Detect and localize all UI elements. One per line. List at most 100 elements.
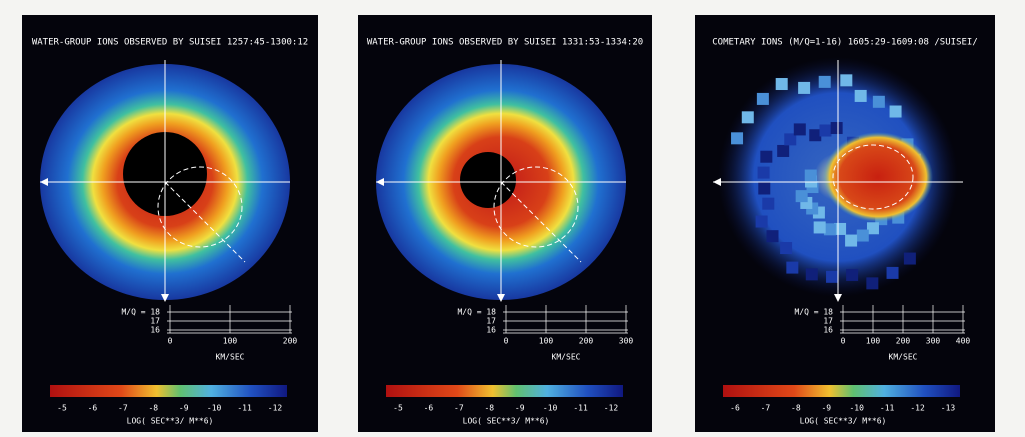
panel-title: WATER-GROUP IONS OBSERVED BY SUISEI 1331…	[367, 38, 643, 48]
data-cell	[805, 268, 818, 281]
colorbar-tick-label: -7	[118, 404, 128, 413]
mq-label: M/Q = 18	[794, 308, 833, 317]
speed-tick-label: 100	[866, 337, 881, 346]
data-cell	[826, 270, 839, 283]
arrow-left	[376, 178, 384, 186]
data-cell	[793, 123, 806, 136]
colorbar-tick-label: -8	[791, 404, 801, 413]
data-cell	[795, 190, 808, 203]
speed-tick-label: 0	[841, 337, 846, 346]
data-cell	[731, 132, 744, 145]
colorbar-label: LOG( SEC**3/ M**6)	[463, 417, 550, 426]
data-cell	[780, 242, 793, 255]
mq-label: M/Q = 18	[121, 308, 160, 317]
colorbar-tick-label: -7	[761, 404, 771, 413]
panel: COMETARY IONS (M/Q=1-16) 1605:29-1609:08…	[695, 15, 995, 432]
data-cell	[845, 234, 858, 247]
speed-tick-label: 100	[223, 337, 238, 346]
arrow-down	[497, 294, 505, 302]
data-cell	[786, 261, 799, 274]
speed-tick-label: 100	[539, 337, 554, 346]
colorbar-tick-label: -10	[543, 404, 558, 413]
speed-unit: KM/SEC	[216, 353, 245, 362]
data-cell	[798, 81, 811, 94]
data-cell	[762, 197, 775, 210]
colorbar-tick-label: -11	[573, 404, 588, 413]
data-cell	[777, 144, 790, 157]
arrow-left	[713, 178, 721, 186]
data-cell	[757, 166, 770, 179]
arrow-down	[834, 294, 842, 302]
data-cell	[830, 122, 843, 135]
speed-unit: KM/SEC	[552, 353, 581, 362]
data-cell	[784, 133, 797, 146]
colorbar-tick-label: -9	[821, 404, 831, 413]
arrow-left	[40, 178, 48, 186]
axis-diag	[164, 181, 246, 263]
colorbar-label: LOG( SEC**3/ M**6)	[800, 417, 887, 426]
colorbar	[386, 385, 623, 397]
data-cell	[741, 111, 754, 124]
mq-label: 16	[823, 326, 833, 335]
inner-core	[460, 152, 516, 208]
data-cell	[846, 268, 859, 281]
speed-tick-label: 200	[579, 337, 594, 346]
panel: WATER-GROUP IONS OBSERVED BY SUISEI 1257…	[22, 15, 318, 432]
colorbar	[50, 385, 287, 397]
colorbar-tick-label: -6	[424, 404, 434, 413]
mq-label: 16	[150, 326, 160, 335]
colorbar-tick-label: -12	[268, 404, 283, 413]
shell-ring	[493, 166, 579, 248]
data-cell	[804, 169, 817, 182]
axis-diag	[500, 181, 582, 263]
colorbar-tick-label: -9	[179, 404, 189, 413]
mq-label: 17	[486, 317, 496, 326]
speed-tick-label: 200	[283, 337, 298, 346]
mq-label: 17	[150, 317, 160, 326]
data-cell	[840, 74, 853, 87]
data-cell	[834, 222, 847, 235]
data-cell	[760, 150, 773, 163]
panel-title: COMETARY IONS (M/Q=1-16) 1605:29-1609:08…	[712, 38, 978, 48]
mq-label: 16	[486, 326, 496, 335]
colorbar-tick-label: -12	[910, 404, 925, 413]
data-cell	[818, 75, 831, 88]
speed-tick-label: 400	[956, 337, 971, 346]
panel-title: WATER-GROUP IONS OBSERVED BY SUISEI 1257…	[32, 38, 308, 48]
colorbar-tick-label: -11	[237, 404, 252, 413]
data-cell	[903, 252, 916, 265]
colorbar-tick-label: -6	[730, 404, 740, 413]
hot-region	[823, 132, 933, 222]
colorbar-tick-label: -7	[454, 404, 464, 413]
data-cell	[755, 215, 768, 228]
data-cell	[758, 182, 771, 195]
shell-ring	[832, 144, 914, 210]
arrow-down	[161, 294, 169, 302]
data-cell	[756, 92, 769, 105]
mq-label: M/Q = 18	[457, 308, 496, 317]
data-cell	[809, 129, 822, 142]
data-cell	[889, 105, 902, 118]
speed-tick-label: 0	[168, 337, 173, 346]
colorbar-tick-label: -9	[515, 404, 525, 413]
colorbar-label: LOG( SEC**3/ M**6)	[127, 417, 214, 426]
data-cell	[813, 221, 826, 234]
shell-ring	[157, 166, 243, 248]
data-cell	[886, 266, 899, 279]
data-cell	[854, 89, 867, 102]
data-cell	[856, 229, 869, 242]
data-cell	[866, 222, 879, 235]
panel: WATER-GROUP IONS OBSERVED BY SUISEI 1331…	[358, 15, 652, 432]
colorbar-tick-label: -10	[207, 404, 222, 413]
speed-tick-label: 300	[926, 337, 941, 346]
colorbar-tick-label: -5	[57, 404, 67, 413]
colorbar-tick-label: -6	[88, 404, 98, 413]
data-cell	[823, 223, 836, 236]
speed-unit: KM/SEC	[889, 353, 918, 362]
speed-tick-label: 200	[896, 337, 911, 346]
data-cell	[766, 230, 779, 243]
data-cell	[866, 277, 879, 290]
colorbar	[723, 385, 960, 397]
colorbar-tick-label: -8	[484, 404, 494, 413]
